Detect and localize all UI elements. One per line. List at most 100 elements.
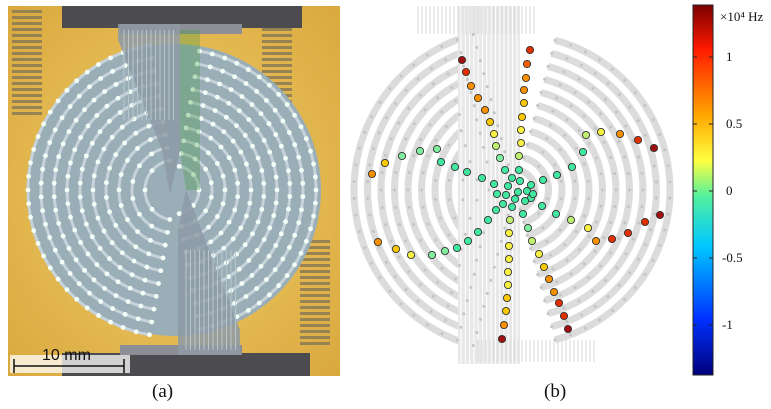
electrode-dot (188, 99, 193, 105)
electrode-dot (303, 238, 309, 244)
grey-dot (562, 70, 566, 74)
electrode-dot (104, 271, 110, 277)
grey-dot (591, 290, 595, 294)
grey-dot (447, 233, 451, 237)
grey-dot (431, 82, 435, 86)
electrode-dot (122, 140, 127, 146)
electrode-dot (149, 151, 155, 157)
grey-dot (550, 325, 554, 329)
grey-dot (548, 123, 552, 127)
electrode-dot (256, 74, 262, 80)
electrode-frequency-dot (655, 210, 665, 220)
electrode-dot (234, 123, 239, 129)
electrode-dot (214, 94, 220, 100)
electrode-dot (137, 211, 142, 217)
electrode-frequency-dot (504, 254, 514, 264)
electrode-dot (95, 215, 101, 221)
grey-dot (558, 83, 562, 87)
electrode-dot (167, 217, 173, 222)
grey-dot (450, 85, 454, 89)
grey-dot (399, 302, 403, 306)
electrode-frequency-dot (510, 194, 520, 204)
ring (194, 75, 292, 305)
pad (12, 58, 42, 61)
electrode-dot (52, 127, 58, 133)
electrode-dot (239, 94, 245, 99)
grey-dot (582, 114, 586, 118)
electrode-dot (280, 118, 286, 124)
electrode-dot (221, 245, 227, 251)
electrode-dot (283, 219, 288, 225)
electrode-dot (135, 316, 141, 322)
electrode-dot (250, 143, 255, 149)
electrode-dot (261, 194, 267, 199)
grey-dot (565, 320, 569, 324)
scale-bar-label: 10 mm (42, 347, 91, 364)
electrode-frequency-dot (514, 151, 524, 161)
grey-dot (482, 231, 486, 235)
electrode-dot (292, 232, 298, 238)
electrode-dot (97, 245, 103, 251)
pad (300, 306, 330, 309)
grey-dot (609, 220, 613, 224)
grey-dot (545, 197, 549, 201)
pad (12, 100, 42, 103)
grey-dot (412, 63, 416, 67)
grey-dot (518, 207, 522, 211)
electrode-dot (259, 207, 265, 212)
electrode-dot (267, 149, 273, 155)
electrode-dot (53, 167, 59, 173)
electrode-frequency-dot (499, 320, 509, 330)
electrode-dot (276, 92, 282, 97)
grey-dot (553, 38, 557, 42)
colorbar-tick-minus-1: -1 (722, 317, 733, 332)
electrode-dot (273, 132, 279, 137)
grey-dot (577, 128, 581, 132)
grey-dot (615, 110, 619, 114)
grey-dot (440, 331, 444, 335)
pad (300, 270, 330, 273)
electrode-dot (286, 130, 292, 135)
grey-dot (419, 138, 423, 142)
electrode-dot (261, 237, 267, 242)
grey-dot (615, 266, 619, 270)
electrode-frequency-dot (515, 176, 525, 186)
electrode-frequency-dot (544, 274, 554, 284)
electrode-dot (104, 103, 110, 109)
grey-dot (412, 222, 416, 226)
grey-dot (587, 100, 591, 104)
electrode-frequency-dot (498, 199, 508, 209)
ring (533, 115, 593, 265)
electrode-dot (232, 207, 238, 213)
electrode-dot (56, 154, 62, 160)
electrode-dot (113, 81, 119, 87)
grey-dot (559, 179, 563, 183)
grey-dot (482, 304, 486, 308)
pad (12, 76, 42, 79)
electrode-dot (273, 243, 279, 248)
grey-dot (384, 260, 388, 264)
electrode-dot (116, 187, 122, 193)
grey-dot (492, 265, 496, 269)
electrode-dot (89, 140, 95, 146)
grey-dot (550, 51, 554, 55)
grey-dot (420, 188, 423, 192)
grey-dot (499, 137, 503, 141)
grey-dot (454, 277, 458, 281)
electrode-frequency-dot (528, 189, 538, 199)
electrode-dot (221, 129, 227, 135)
electrode-dot (218, 230, 224, 236)
electrode-dot (287, 194, 293, 199)
electrode-frequency-dot (633, 135, 643, 145)
electrode-frequency-dot (649, 143, 659, 153)
grey-dot (599, 172, 603, 176)
electrode-frequency-dot (551, 209, 561, 219)
pad (12, 64, 42, 67)
grey-dot (384, 223, 388, 227)
grey-dot (643, 133, 647, 137)
electrode-frequency-dot (491, 141, 501, 151)
electrode-dot (149, 319, 155, 325)
grey-dot (546, 312, 550, 316)
electrode-dot (230, 138, 236, 144)
